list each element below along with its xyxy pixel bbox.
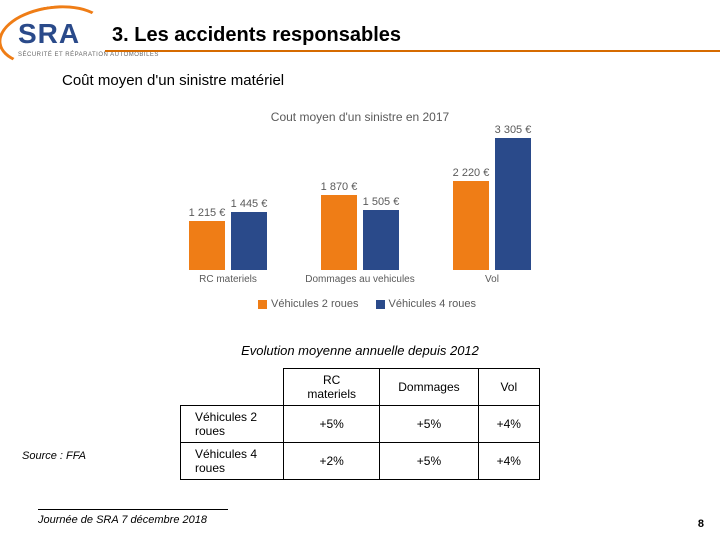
table-header-cell: Dommages [380,369,478,406]
bar-value-label: 1 870 € [321,181,358,193]
legend-label-1: Véhicules 4 roues [389,298,476,310]
bar: 3 305 € [495,138,531,270]
bar: 2 220 € [453,181,489,270]
table-cell: +4% [478,406,539,443]
table-cell: +2% [284,443,380,480]
table-cell: Véhicules 2 roues [181,406,284,443]
table-header-cell: RC materiels [284,369,380,406]
bar-value-label: 2 220 € [453,167,490,179]
table-row: Véhicules 2 roues+5%+5%+4% [181,406,540,443]
footer-text: Journée de SRA 7 décembre 2018 [38,514,207,526]
table-cell: +5% [380,443,478,480]
table-title: Evolution moyenne annuelle depuis 2012 [0,343,720,358]
cost-bar-chart: Cout moyen d'un sinistre en 2017 1 215 €… [150,110,570,305]
evolution-table: RC materielsDommagesVolVéhicules 2 roues… [180,368,540,480]
footer-rule [38,509,228,510]
bar-value-label: 1 505 € [363,196,400,208]
table-cell: +5% [380,406,478,443]
table-header-cell [181,369,284,406]
bar-value-label: 3 305 € [495,124,532,136]
table-cell: Véhicules 4 roues [181,443,284,480]
chart-legend: Véhicules 2 roues Véhicules 4 roues [150,298,570,310]
table-cell: +5% [284,406,380,443]
bar: 1 215 € [189,221,225,270]
legend-swatch-1 [376,300,385,309]
page-title: 3. Les accidents responsables [112,24,401,47]
x-category-label: RC materiels [162,274,294,285]
chart-plot-area: 1 215 €1 445 €RC materiels1 870 €1 505 €… [150,130,570,270]
x-category-label: Dommages au vehicules [294,274,426,285]
legend-swatch-0 [258,300,267,309]
x-category-label: Vol [426,274,558,285]
legend-label-0: Véhicules 2 roues [271,298,358,310]
bar-value-label: 1 215 € [189,207,226,219]
bar: 1 870 € [321,195,357,270]
bar: 1 445 € [231,212,267,270]
page-number: 8 [698,518,704,530]
subtitle: Coût moyen d'un sinistre matériel [62,72,284,89]
table-cell: +4% [478,443,539,480]
chart-title: Cout moyen d'un sinistre en 2017 [150,110,570,124]
source-label: Source : FFA [22,450,86,462]
table-row: Véhicules 4 roues+2%+5%+4% [181,443,540,480]
bar-value-label: 1 445 € [231,198,268,210]
bar: 1 505 € [363,210,399,270]
table-header-cell: Vol [478,369,539,406]
title-underline [0,50,720,52]
